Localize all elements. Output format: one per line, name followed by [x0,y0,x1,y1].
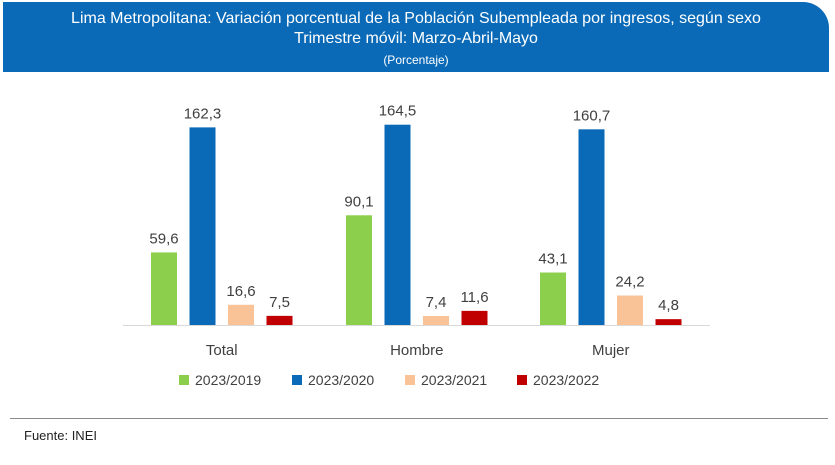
chart-subtitle: Trimestre móvil: Marzo-Abril-Mayo [294,30,538,47]
data-label-hombre-2023-2019: 90,1 [344,193,373,210]
legend-swatch-2023-2020 [292,375,302,385]
data-label-total-2023-2019: 59,6 [149,230,178,247]
data-label-total-2023-2020: 162,3 [184,105,222,122]
bar-total-2023-2022 [266,315,293,325]
bar-mujer-2023-2022 [655,319,682,325]
chart-title: Lima Metropolitana: Variación porcentual… [71,10,761,27]
data-label-mujer-2023-2022: 4,8 [658,297,679,314]
chart-unit-label: (Porcentaje) [383,53,449,67]
bar-mujer-2023-2021 [617,295,643,325]
bar-mujer-2023-2020 [578,129,605,325]
data-label-mujer-2023-2019: 43,1 [538,251,567,268]
data-label-total-2023-2021: 16,6 [226,283,255,300]
data-label-total-2023-2022: 7,5 [269,294,290,311]
source-note: Fuente: INEI [24,428,97,443]
category-label-total: Total [206,342,238,359]
bar-mujer-2023-2019 [540,272,566,325]
legend-swatch-2023-2021 [405,375,415,385]
bar-total-2023-2020 [189,127,216,325]
bar-hombre-2023-2020 [384,124,411,326]
legend-label-2023-2020: 2023/2020 [308,372,374,388]
bar-hombre-2023-2022 [461,310,488,325]
footer-divider [10,418,828,419]
legend-swatch-2023-2019 [179,375,189,385]
legend-label-2023-2019: 2023/2019 [195,372,261,388]
data-label-hombre-2023-2022: 11,6 [460,289,488,306]
data-label-hombre-2023-2020: 164,5 [379,103,417,120]
bar-hombre-2023-2019 [346,215,372,325]
data-label-mujer-2023-2021: 24,2 [615,274,644,291]
bar-hombre-2023-2021 [423,315,449,325]
bar-total-2023-2021 [228,304,254,325]
category-label-mujer: Mujer [592,342,630,359]
category-label-hombre: Hombre [390,342,443,359]
bar-total-2023-2019 [151,252,177,325]
legend-swatch-2023-2022 [517,375,527,385]
legend-label-2023-2022: 2023/2022 [533,372,599,388]
legend-label-2023-2021: 2023/2021 [421,372,487,388]
data-label-hombre-2023-2021: 7,4 [426,294,447,311]
chart-header: Lima Metropolitana: Variación porcentual… [3,2,829,72]
data-label-mujer-2023-2020: 160,7 [573,107,611,124]
